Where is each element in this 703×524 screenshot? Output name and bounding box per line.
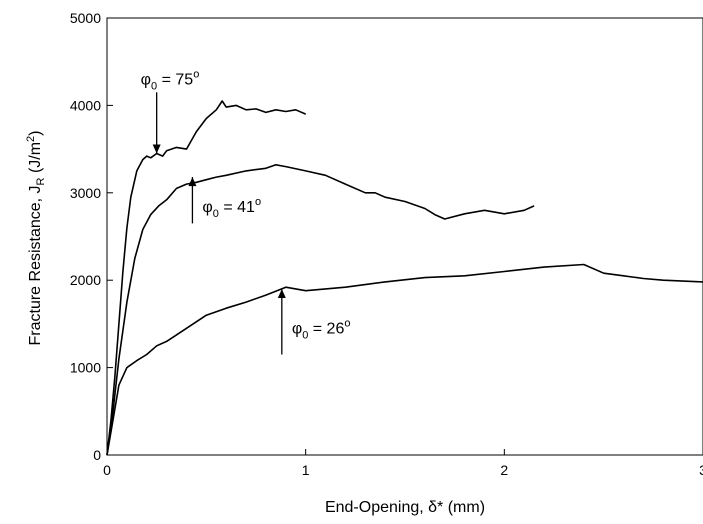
- series-line-2: [106, 164, 535, 456]
- annotation-2: φ0 = 41o: [188, 177, 261, 224]
- y-axis-label-sub: R: [35, 177, 47, 185]
- annotation-label: φ0 = 75o: [141, 68, 200, 92]
- x-tick-label: 2: [500, 462, 508, 478]
- plot-frame: [106, 17, 703, 456]
- annotation-value: = 75: [157, 71, 193, 88]
- x-axis-label: End-Opening, δ* (mm): [325, 499, 485, 516]
- series-line-3: [106, 263, 703, 456]
- y-axis-ticks: 0 1000 2000 3000 4000 5000: [70, 10, 113, 463]
- series-line-1: [106, 100, 307, 456]
- x-tick-label: 1: [302, 462, 310, 478]
- annotation-symbol: φ: [292, 321, 302, 338]
- y-tick-label: 3000: [70, 185, 101, 201]
- x-tick-label: 3: [699, 462, 703, 478]
- annotation-arrowhead: [188, 177, 197, 187]
- annotation-arrowhead: [152, 144, 161, 154]
- y-tick-label: 0: [93, 447, 101, 463]
- annotation-degree: o: [344, 318, 350, 330]
- annotation-symbol: φ: [202, 199, 212, 216]
- annotation-3: φ0 = 26o: [277, 288, 351, 355]
- annotation-subscript: 0: [213, 208, 219, 220]
- y-axis-label-unit-sup: 2: [25, 136, 37, 142]
- annotation-subscript: 0: [302, 330, 308, 342]
- y-axis-label-unit-prefix: (J/m: [27, 142, 44, 178]
- annotation-value: = 26: [308, 321, 344, 338]
- annotation-subscript: 0: [151, 80, 157, 92]
- annotation-degree: o: [255, 196, 261, 208]
- annotation-label: φ0 = 41o: [202, 196, 261, 220]
- series-layer: [106, 100, 703, 456]
- y-tick-label: 5000: [70, 10, 101, 26]
- y-tick-label: 4000: [70, 97, 101, 113]
- y-axis-label-prefix: Fracture Resistance, J: [27, 185, 44, 345]
- y-axis-label: Fracture Resistance, JR (J/m2): [25, 130, 47, 345]
- y-tick-label: 2000: [70, 272, 101, 288]
- x-tick-label: 0: [103, 462, 111, 478]
- y-tick-label: 1000: [70, 360, 101, 376]
- annotation-arrowhead: [277, 288, 286, 298]
- y-axis-label-unit-suffix: ): [27, 130, 44, 135]
- x-axis-ticks: 0 1 2 3: [103, 449, 703, 478]
- annotation-1: φ0 = 75o: [141, 68, 200, 154]
- annotation-symbol: φ: [141, 71, 151, 88]
- annotation-label: φ0 = 26o: [292, 318, 351, 342]
- annotation-degree: o: [193, 68, 199, 80]
- annotation-value: = 41: [219, 199, 255, 216]
